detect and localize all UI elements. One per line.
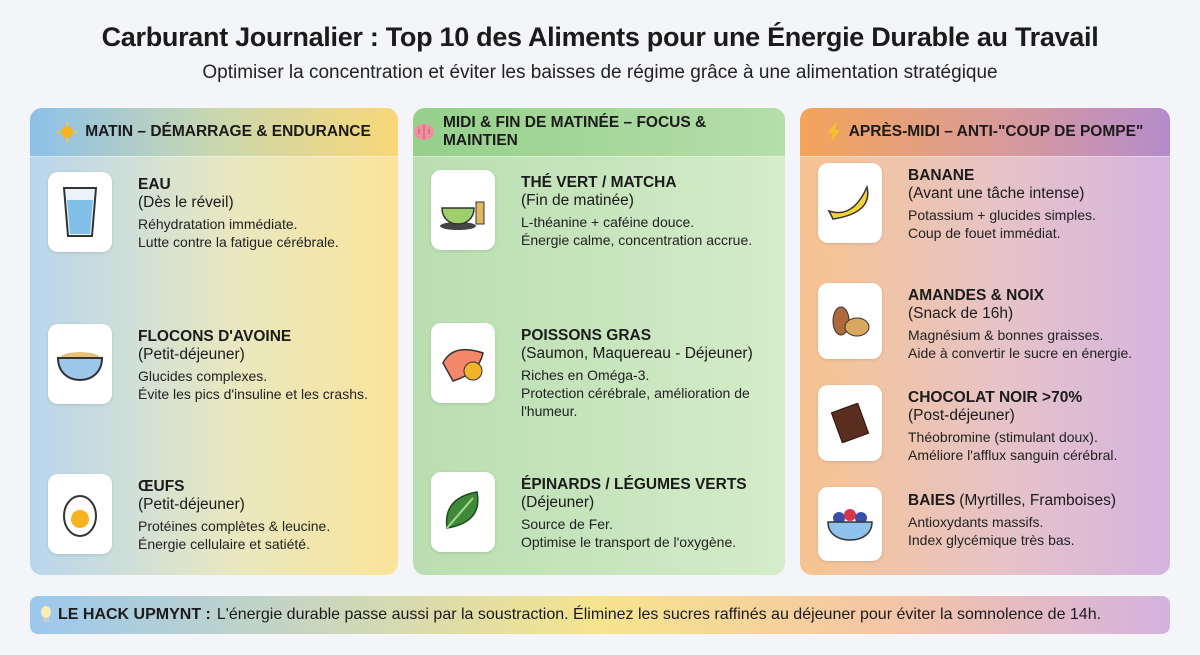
banana-icon (818, 163, 882, 243)
column-title: APRÈS-MIDI – ANTI-"COUP DE POMPE" (848, 123, 1144, 140)
food-timing: (Dès le réveil) (138, 194, 234, 211)
food-desc: Antioxydants massifs. (908, 514, 1044, 530)
food-name: CHOCOLAT NOIR >70% (908, 389, 1083, 406)
oatmeal-bowl-icon (48, 324, 112, 404)
brain-icon (413, 124, 434, 140)
morning-column: MATIN – DÉMARRAGE & ENDURANCE EAU (Dès le… (30, 108, 398, 575)
food-item: CHOCOLAT NOIR >70% (Post-déjeuner) Théobro… (818, 385, 1117, 464)
water-glass-icon (48, 172, 112, 252)
food-desc: Magnésium & bonnes graisses. (908, 327, 1104, 343)
food-name: AMANDES & NOIX (908, 287, 1045, 304)
sun-icon (57, 122, 78, 142)
food-desc: L-théanine + caféine douce. (521, 214, 695, 230)
food-desc: Énergie cellulaire et satiété. (138, 536, 310, 552)
berries-icon (818, 487, 882, 561)
food-timing: (Petit-déjeuner) (138, 496, 245, 513)
food-desc: Optimise le transport de l'oxygène. (521, 534, 737, 550)
food-timing: (Fin de matinée) (521, 192, 634, 209)
egg-icon (48, 474, 112, 554)
food-desc: Améliore l'afflux sanguin cérébral. (908, 447, 1118, 463)
food-timing: (Avant une tâche intense) (908, 185, 1085, 202)
food-name: EAU (138, 176, 171, 193)
food-name: THÉ VERT / MATCHA (521, 174, 677, 191)
food-desc: Riches en Oméga-3. (521, 367, 650, 383)
food-desc: Coup de fouet immédiat. (908, 225, 1061, 241)
food-name: POISSONS GRAS (521, 327, 652, 344)
lightning-icon (827, 122, 840, 142)
food-item: ÉPINARDS / LÉGUMES VERTS (Déjeuner) Source… (431, 472, 747, 552)
column-header: MATIN – DÉMARRAGE & ENDURANCE (30, 108, 398, 157)
food-desc: Théobromine (stimulant doux). (908, 429, 1098, 445)
food-timing: (Petit-déjeuner) (138, 346, 245, 363)
tip-label: LE HACK UPMYNT : (58, 606, 211, 623)
food-name: BANANE (908, 167, 975, 184)
page-title: Carburant Journalier : Top 10 des Alimen… (101, 22, 1099, 52)
food-desc: Glucides complexes. (138, 368, 268, 384)
food-name: BAIES (908, 492, 956, 509)
midday-column: MIDI & FIN DE MATINÉE – FOCUS & MAINTIEN… (413, 108, 785, 575)
food-item: BAIES (Myrtilles, Framboises) Antioxydant… (818, 487, 1116, 561)
food-desc: Lutte contre la fatigue cérébrale. (138, 234, 339, 250)
food-timing: (Déjeuner) (521, 494, 595, 511)
food-item: AMANDES & NOIX (Snack de 16h) Magnésium & … (818, 283, 1132, 362)
food-timing: (Post-déjeuner) (908, 407, 1015, 424)
column-header: MIDI & FIN DE MATINÉE – FOCUS & MAINTIEN (413, 108, 785, 157)
food-item: FLOCONS D'AVOINE (Petit-déjeuner) Glucides… (48, 324, 368, 404)
spinach-icon (431, 472, 495, 552)
food-item: ŒUFS (Petit-déjeuner) Protéines complètes … (48, 474, 330, 554)
food-timing: (Saumon, Maquereau - Déjeuner) (521, 345, 753, 362)
food-desc: Source de Fer. (521, 516, 613, 532)
food-desc: Protéines complètes & leucine. (138, 518, 331, 534)
tip-text: L'énergie durable passe aussi par la sou… (216, 606, 1102, 623)
food-desc: Réhydratation immédiate. (138, 216, 298, 232)
food-name: FLOCONS D'AVOINE (138, 328, 292, 345)
food-item: POISSONS GRAS (Saumon, Maquereau - Déjeun… (431, 323, 766, 420)
food-item: THÉ VERT / MATCHA (Fin de matinée) L-théan… (431, 170, 752, 250)
page-subtitle: Optimiser la concentration et éviter les… (202, 62, 998, 83)
food-desc: Potassium + glucides simples. (908, 207, 1096, 223)
nuts-icon (818, 283, 882, 359)
salmon-icon (431, 323, 495, 403)
food-name: ŒUFS (138, 478, 185, 495)
chocolate-icon (818, 385, 882, 461)
food-item: EAU (Dès le réveil) Réhydratation immédiat… (48, 172, 339, 252)
food-timing: (Snack de 16h) (908, 305, 1014, 322)
column-header: APRÈS-MIDI – ANTI-"COUP DE POMPE" (800, 108, 1170, 157)
matcha-icon (431, 170, 495, 250)
tip-banner: LE HACK UPMYNT : L'énergie durable passe… (30, 596, 1170, 634)
food-desc: Aide à convertir le sucre en énergie. (908, 345, 1133, 361)
food-desc: Index glycémique très bas. (908, 532, 1075, 548)
food-item: BANANE (Avant une tâche intense) Potassium… (818, 163, 1096, 243)
food-desc: Évite les pics d'insuline et les crashs. (138, 386, 368, 402)
lightbulb-icon (41, 606, 51, 622)
food-timing: (Myrtilles, Framboises) (959, 492, 1116, 509)
food-desc: Énergie calme, concentration accrue. (521, 232, 753, 248)
column-title: MIDI & FIN DE MATINÉE – FOCUS & MAINTIEN (442, 114, 707, 149)
afternoon-column: APRÈS-MIDI – ANTI-"COUP DE POMPE" BANANE… (800, 108, 1170, 575)
column-title: MATIN – DÉMARRAGE & ENDURANCE (85, 123, 371, 140)
food-desc: Protection cérébrale, amélioration de l'… (521, 385, 750, 419)
food-name: ÉPINARDS / LÉGUMES VERTS (521, 476, 747, 493)
